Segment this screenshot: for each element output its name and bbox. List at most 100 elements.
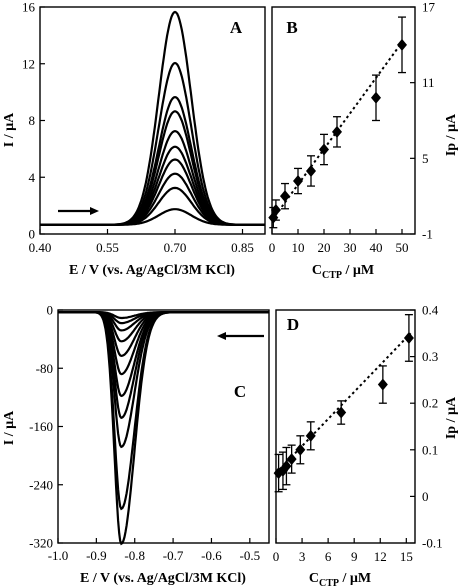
panel-d-xlabel-main: C bbox=[309, 571, 319, 586]
scan-direction-arrowhead-a bbox=[90, 207, 99, 215]
panel-a-ticks: 0.40 0.55 0.70 0.85 0 4 8 12 16 bbox=[22, 0, 254, 255]
x-tick-label: 0.40 bbox=[29, 240, 52, 255]
x-tick-label: 50 bbox=[396, 240, 409, 255]
panel-d-frame bbox=[275, 309, 416, 544]
panel-c-ylabel: I / µA bbox=[2, 410, 17, 445]
voltammogram-curve bbox=[58, 311, 269, 420]
x-tick-label: 9 bbox=[351, 549, 358, 564]
y-tick-label: 8 bbox=[29, 113, 36, 128]
panel-c-curves bbox=[58, 311, 269, 546]
panel-d-xlabel-sub: CTP bbox=[319, 578, 339, 588]
x-tick-label: 0 bbox=[269, 240, 276, 255]
x-tick-label: 30 bbox=[344, 240, 357, 255]
panel-b-frame bbox=[271, 6, 416, 235]
x-tick-label: 3 bbox=[299, 549, 306, 564]
x-tick-label: -1.0 bbox=[48, 548, 69, 563]
panel-b-letter: B bbox=[286, 18, 297, 37]
x-tick-label: 6 bbox=[325, 549, 332, 564]
data-point bbox=[293, 175, 303, 188]
panel-b-ticks: 0 10 20 30 40 50 -1 5 11 17 bbox=[269, 0, 436, 255]
y-tick-label: -1 bbox=[422, 227, 433, 242]
y-tick-label: 0.2 bbox=[422, 396, 438, 411]
panel-d-ylabel: Ip / µA bbox=[444, 396, 459, 439]
panel-b-xlabel-main: C bbox=[312, 263, 322, 278]
x-tick-label: 40 bbox=[370, 240, 383, 255]
y-tick-label: -320 bbox=[29, 536, 53, 551]
panel-b-xlabel-tail: / µM bbox=[342, 263, 374, 278]
panel-d-xlabel-tail: / µM bbox=[339, 571, 371, 586]
x-tick-label: 0.70 bbox=[164, 240, 187, 255]
y-tick-label: -160 bbox=[29, 419, 53, 434]
data-point bbox=[270, 204, 281, 217]
panel-d: 0 3 6 9 12 15 -0.1 0 0.1 0.2 0.3 0.4 D CCTP / µM Ip… bbox=[273, 303, 459, 588]
data-point bbox=[371, 91, 381, 104]
voltammogram-curve bbox=[58, 311, 269, 358]
data-point bbox=[397, 38, 407, 51]
data-point bbox=[295, 443, 306, 456]
y-tick-label: -80 bbox=[36, 361, 53, 376]
y-tick-label: 0 bbox=[422, 489, 429, 504]
y-tick-label: 11 bbox=[422, 75, 435, 90]
y-tick-label: 12 bbox=[22, 56, 35, 71]
x-tick-label: 0 bbox=[273, 549, 280, 564]
data-point bbox=[403, 331, 414, 344]
panel-d-ylabel-main: Ip bbox=[444, 426, 459, 439]
voltammogram-curve bbox=[58, 311, 269, 332]
panel-b-plot bbox=[268, 16, 407, 229]
x-tick-label: 0.55 bbox=[96, 240, 119, 255]
panel-d-ylabel-tail: / µA bbox=[444, 396, 459, 426]
y-tick-label: 0 bbox=[47, 303, 54, 318]
panel-a-xlabel: E / V (vs. Ag/AgCl/3M KCl) bbox=[69, 263, 235, 278]
y-tick-label: 0.3 bbox=[422, 349, 438, 364]
x-tick-label: 20 bbox=[318, 240, 331, 255]
x-tick-label: -0.7 bbox=[163, 548, 184, 563]
data-point bbox=[281, 460, 292, 473]
data-point bbox=[280, 190, 290, 203]
scan-direction-arrowhead-c bbox=[217, 332, 226, 340]
voltammogram-curve bbox=[58, 311, 269, 511]
panel-c-frame bbox=[57, 309, 270, 544]
x-tick-label: 12 bbox=[374, 549, 387, 564]
panel-b-ylabel-tail: / µA bbox=[444, 113, 459, 143]
x-tick-label: -0.8 bbox=[124, 548, 145, 563]
panel-d-letter: D bbox=[287, 315, 299, 334]
panel-d-xlabel: CCTP / µM bbox=[309, 571, 371, 588]
panel-c-ticks: -1.0 -0.9 -0.8 -0.7 -0.6 -0.5 0 -80 -160 -240 -320 bbox=[29, 303, 260, 564]
panel-a-ylabel: I / µA bbox=[2, 112, 17, 147]
y-tick-label: 0 bbox=[29, 227, 36, 242]
panel-d-ticks: 0 3 6 9 12 15 -0.1 0 0.1 0.2 0.3 0.4 bbox=[273, 303, 443, 565]
data-point bbox=[332, 125, 342, 138]
x-tick-label: -0.5 bbox=[240, 548, 261, 563]
data-point bbox=[319, 143, 329, 156]
data-point bbox=[286, 453, 297, 466]
panel-d-plot bbox=[273, 314, 414, 493]
panel-c-letter: C bbox=[234, 382, 246, 401]
data-point bbox=[377, 378, 388, 391]
x-tick-label: 0.85 bbox=[231, 240, 254, 255]
panel-a-letter: A bbox=[230, 18, 243, 37]
data-point bbox=[336, 406, 347, 419]
y-tick-label: 0.1 bbox=[422, 442, 438, 457]
y-tick-label: -0.1 bbox=[422, 536, 443, 551]
y-tick-label: -240 bbox=[29, 477, 53, 492]
voltammogram-curve bbox=[58, 311, 269, 449]
data-point bbox=[306, 164, 316, 177]
voltammogram-curve bbox=[40, 10, 265, 226]
panel-a-curves bbox=[40, 10, 265, 226]
y-tick-label: 5 bbox=[422, 151, 429, 166]
y-tick-label: 4 bbox=[29, 170, 36, 185]
voltammogram-curve bbox=[58, 311, 269, 376]
panel-b: 0 10 20 30 40 50 -1 5 11 17 B CCTP / µM Ip / µA bbox=[268, 0, 459, 281]
x-tick-label: -0.9 bbox=[86, 548, 107, 563]
panel-b-xlabel-sub: CTP bbox=[322, 270, 342, 281]
panel-b-ylabel-main: Ip bbox=[444, 143, 459, 156]
panel-a: 0.40 0.55 0.70 0.85 0 4 8 12 16 A E / V (vs. Ag/… bbox=[2, 0, 266, 278]
y-tick-label: 16 bbox=[22, 0, 36, 15]
y-tick-label: 0.4 bbox=[422, 303, 439, 318]
x-tick-label: 10 bbox=[292, 240, 305, 255]
panel-c: -1.0 -0.9 -0.8 -0.7 -0.6 -0.5 0 -80 -160 -240 -320… bbox=[2, 303, 270, 586]
panel-b-ylabel: Ip / µA bbox=[444, 113, 459, 156]
panel-c-xlabel: E / V (vs. Ag/AgCl/3M KCl) bbox=[80, 571, 246, 586]
data-point bbox=[305, 429, 316, 442]
